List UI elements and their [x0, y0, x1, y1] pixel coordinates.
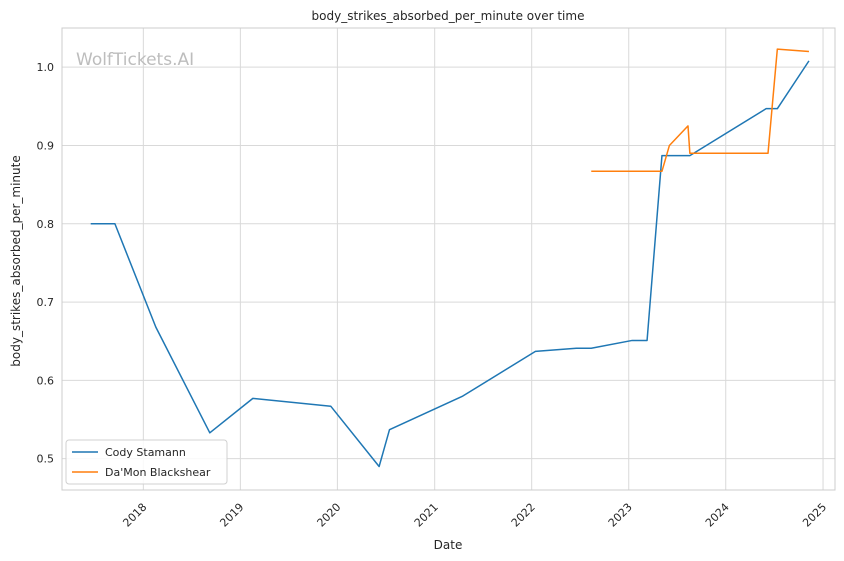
- series-line-cody-stamann: [90, 60, 810, 468]
- x-gridlines: [142, 28, 824, 490]
- series-line-da-mon-blackshear: [591, 48, 810, 173]
- y-tick-label: 0.5: [37, 453, 55, 466]
- y-tick-label: 1.0: [37, 61, 55, 74]
- legend-box: [65, 439, 228, 485]
- y-tick-label: 0.9: [37, 139, 55, 152]
- series-layer: [90, 48, 810, 468]
- y-tick-label: 0.8: [37, 218, 55, 231]
- legend-label-cody-stamann: Cody Stamann: [105, 446, 186, 459]
- plot-frame: [61, 27, 836, 491]
- chart-title: body_strikes_absorbed_per_minute over ti…: [312, 9, 585, 23]
- legend-label-damon-blackshear: Da'Mon Blackshear: [105, 466, 211, 479]
- y-tick-labels: 0.5 0.6 0.7 0.8 0.9 1.0: [37, 61, 55, 466]
- legend: Cody Stamann Da'Mon Blackshear: [65, 439, 228, 485]
- y-tick-label: 0.6: [37, 374, 55, 387]
- x-axis-title: Date: [434, 538, 463, 552]
- plot-background: [62, 28, 835, 490]
- y-tick-label: 0.7: [37, 296, 55, 309]
- y-axis-title: body_strikes_absorbed_per_minute: [9, 155, 23, 366]
- watermark-text: WolfTickets.AI: [76, 50, 194, 70]
- plot-area: [61, 27, 836, 491]
